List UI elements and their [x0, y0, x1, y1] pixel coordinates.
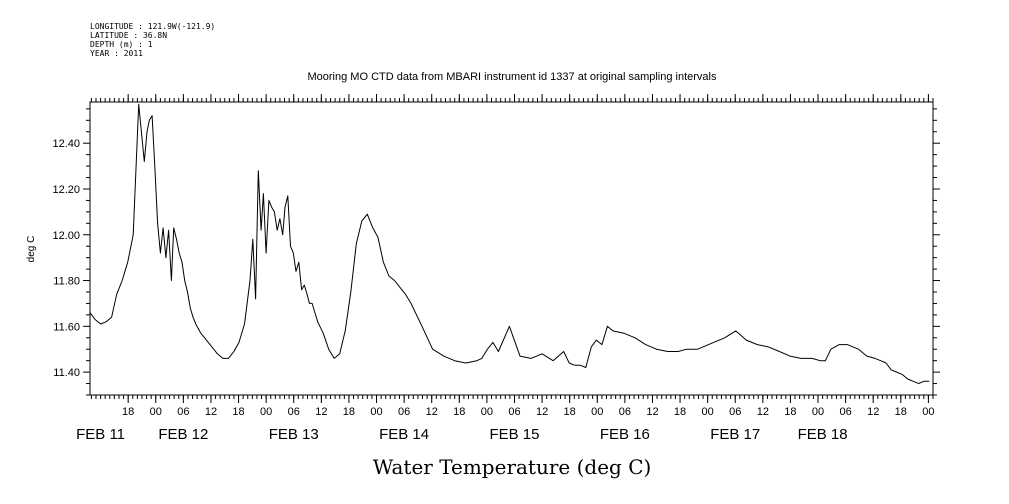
date-label: FEB 12	[158, 426, 208, 443]
y-tick-label: 11.80	[53, 276, 80, 288]
x-tick-label: 12	[646, 406, 658, 418]
x-tick-label: 00	[922, 406, 934, 418]
date-label: FEB 14	[379, 426, 429, 443]
x-tick-label: 18	[564, 406, 576, 418]
x-tick-label: 00	[591, 406, 603, 418]
x-tick-label: 18	[343, 406, 355, 418]
y-tick-label: 12.00	[52, 230, 80, 242]
x-tick-label: 00	[150, 406, 162, 418]
x-axis: 18 00 06 12 18 00 06 12 18 00 06 12 18 00 06 12 18 00 06 12…	[76, 94, 935, 443]
plot-frame	[89, 101, 934, 396]
date-label: FEB 13	[269, 426, 319, 443]
x-tick-label: 12	[867, 406, 879, 418]
x-tick-label: 00	[481, 406, 493, 418]
series-layer	[89, 103, 930, 385]
x-tick-label: 18	[674, 406, 686, 418]
depth-label: DEPTH (m) : 1	[90, 40, 153, 49]
x-axis-label: Water Temperature (deg C)	[373, 455, 652, 479]
y-axis: 11.40 11.60 11.80 12.00 12.20 12.40	[52, 108, 940, 396]
chart-title: Mooring MO CTD data from MBARI instrumen…	[308, 71, 717, 83]
x-tick-label: 18	[232, 406, 244, 418]
x-tick-label: 18	[895, 406, 907, 418]
x-tick-label: 06	[288, 406, 300, 418]
y-tick-label: 11.60	[53, 321, 80, 333]
x-tick-label: 06	[619, 406, 631, 418]
y-tick-label: 11.40	[53, 367, 80, 379]
y-tick-label: 12.20	[52, 184, 80, 196]
x-tick-label: 06	[508, 406, 520, 418]
latitude-label: LATITUDE : 36.8N	[90, 31, 168, 40]
year-label: YEAR : 2011	[90, 49, 143, 58]
x-tick-label: 00	[260, 406, 272, 418]
date-label: FEB 11	[76, 426, 125, 443]
x-tick-label: 00	[702, 406, 714, 418]
date-label: FEB 17	[710, 426, 760, 443]
date-label: FEB 18	[798, 426, 848, 443]
series-line-0	[89, 103, 930, 385]
x-tick-label: 18	[784, 406, 796, 418]
x-tick-label: 18	[453, 406, 465, 418]
x-tick-label: 12	[426, 406, 438, 418]
x-tick-label: 00	[370, 406, 382, 418]
x-tick-label: 06	[729, 406, 741, 418]
longitude-label: LONGITUDE : 121.9W(-121.9)	[90, 22, 216, 31]
x-tick-label: 12	[757, 406, 769, 418]
y-axis-label: deg C	[26, 236, 37, 263]
x-tick-label: 06	[398, 406, 410, 418]
x-tick-label: 12	[205, 406, 217, 418]
x-tick-label: 06	[177, 406, 189, 418]
x-tick-label: 06	[839, 406, 851, 418]
x-tick-label: 12	[315, 406, 327, 418]
x-tick-label: 18	[122, 406, 134, 418]
date-label: FEB 15	[489, 426, 539, 443]
x-tick-label: 12	[536, 406, 548, 418]
y-tick-label: 12.40	[52, 138, 80, 150]
x-tick-label: 00	[812, 406, 824, 418]
date-label: FEB 16	[600, 426, 650, 443]
